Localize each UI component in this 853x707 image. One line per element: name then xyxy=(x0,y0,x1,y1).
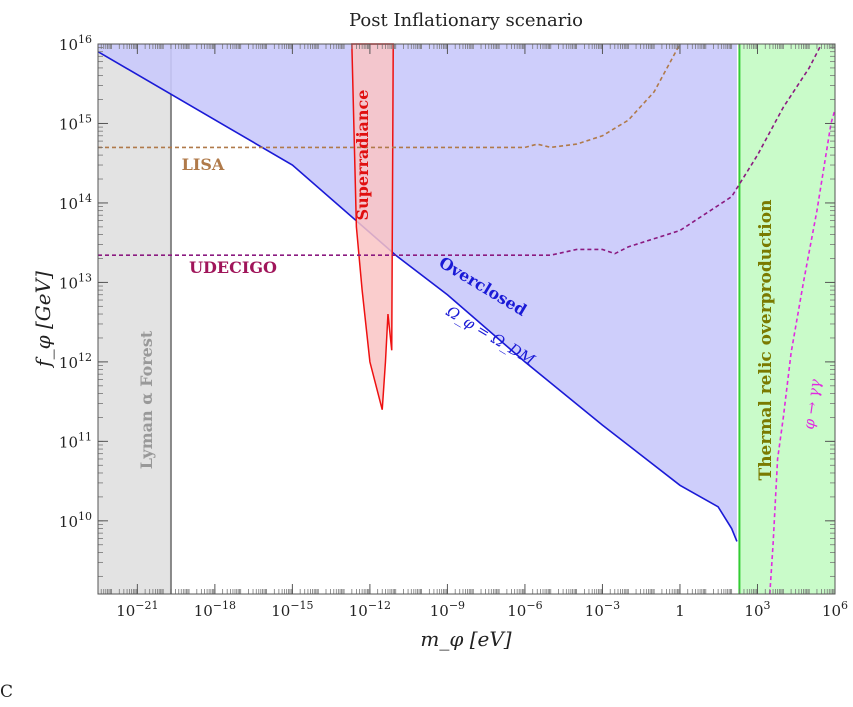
annotation-lyman-alpha: Lyman α Forest xyxy=(137,330,156,469)
tick-label: 1010 xyxy=(59,510,92,531)
region-superradiance xyxy=(351,43,394,410)
tick-label: 10−21 xyxy=(116,599,158,620)
tick-label: 1011 xyxy=(59,430,92,451)
tick-label: 103 xyxy=(744,599,770,620)
annotation-thermal-relic: Thermal relic overproduction xyxy=(756,200,776,481)
region-layer xyxy=(97,43,835,594)
tick-label: 10−6 xyxy=(507,599,542,620)
region-overclosed xyxy=(98,44,737,542)
series-line- xyxy=(769,109,836,595)
series-line-lisa xyxy=(98,43,681,149)
annotation-lisa: LISA xyxy=(182,155,225,174)
annotation-udecigo: UDECIGO xyxy=(189,258,277,277)
plot-frame xyxy=(97,43,836,595)
tick-label: 1012 xyxy=(59,351,92,372)
tick-label: 10−18 xyxy=(194,599,236,620)
tick-label: 1014 xyxy=(59,192,92,213)
series-layer xyxy=(98,43,836,595)
tick-label: 1016 xyxy=(59,33,92,54)
y-axis-label: f_φ [GeV] xyxy=(31,271,55,369)
region-lyman-forest xyxy=(98,44,171,594)
tick-label: 1013 xyxy=(59,271,92,292)
tick-label: 106 xyxy=(822,599,848,620)
tick-label: 10−15 xyxy=(271,599,313,620)
annotation-superradiance: Superradiance xyxy=(353,90,372,221)
figure-caption: C xyxy=(0,682,14,702)
tick-label: 1 xyxy=(675,602,685,620)
x-axis-label: m_φ [eV] xyxy=(420,627,511,651)
tick-label: 1015 xyxy=(59,112,92,133)
chart-title: Post Inflationary scenario xyxy=(349,10,583,31)
tick-labels: 10−21 10−18 10−15 10−12 10−9 10−6 10−3 1 103 106 1… xyxy=(59,33,848,620)
series-line-udecigo xyxy=(98,43,823,256)
tick-label: 10−9 xyxy=(430,599,465,620)
chart-svg: 10−21 10−18 10−15 10−12 10−9 10−6 10−3 1 103 106 1… xyxy=(31,10,848,651)
tick-label: 10−3 xyxy=(585,599,620,620)
region-thermal-relic-overproduction xyxy=(739,44,835,594)
tick-layer xyxy=(97,43,836,594)
boundary-overclosed xyxy=(97,51,738,542)
tick-label: 10−12 xyxy=(349,599,391,620)
